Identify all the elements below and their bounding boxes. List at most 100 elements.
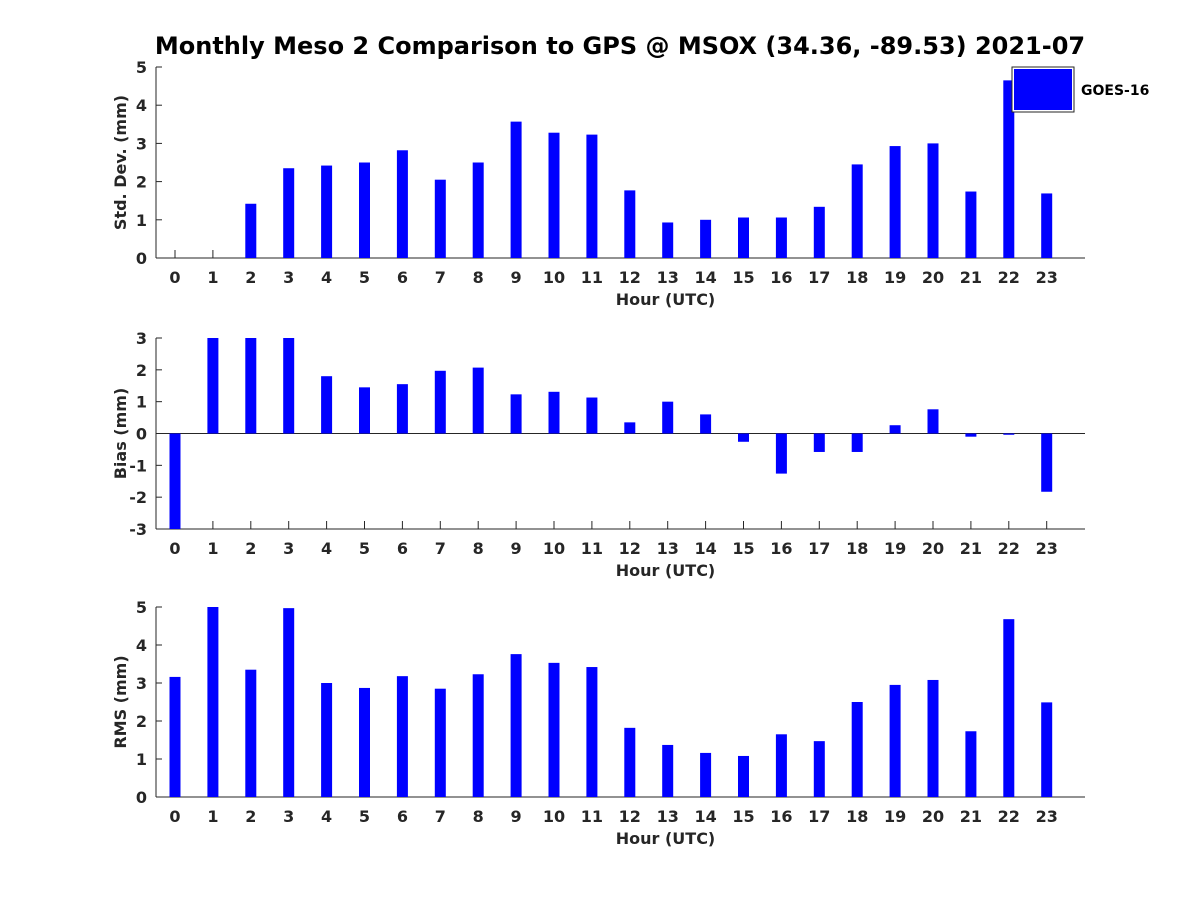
legend-label: GOES-16 [1081,83,1149,99]
bar [889,425,901,434]
y-tick-label: 4 [136,96,147,115]
bar [1041,702,1053,797]
bar [775,433,787,474]
bar [662,401,674,434]
x-tick-label: 8 [473,539,484,558]
bar [283,168,295,258]
bar [472,367,484,434]
x-tick-label: 0 [169,268,180,287]
y-tick-label: 1 [136,393,147,412]
x-tick-label: 17 [808,268,830,287]
bar [965,433,977,437]
bar [851,164,863,258]
legend: GOES-16 [1011,66,1149,113]
legend-swatch [1014,69,1072,110]
bar [851,702,863,797]
x-tick-label: 7 [435,539,446,558]
bar [624,727,636,797]
bar [510,121,522,258]
bar [700,219,712,258]
bar [889,684,901,797]
bar [245,203,257,258]
bar [359,162,370,258]
x-tick-label: 22 [998,807,1020,826]
y-tick-label: 3 [136,674,147,693]
x-tick-label: 6 [397,807,408,826]
x-tick-label: 4 [321,268,332,287]
y-axis-label: Std. Dev. (mm) [111,95,130,230]
bar [548,132,560,258]
x-tick-label: 1 [207,539,218,558]
x-tick-label: 12 [619,807,641,826]
x-tick-label: 17 [808,539,830,558]
bar [283,608,295,797]
y-tick-label: 4 [136,636,147,655]
x-tick-label: 19 [884,268,906,287]
bar [207,338,219,434]
y-axis-label: Bias (mm) [111,388,130,480]
x-tick-label: 11 [581,807,603,826]
x-tick-label: 15 [732,539,754,558]
x-tick-label: 16 [770,268,792,287]
bar [434,370,446,434]
bar [738,755,749,797]
bar [245,338,257,434]
x-tick-label: 0 [169,807,180,826]
y-tick-label: 5 [136,58,147,77]
bar [965,191,977,258]
y-tick-label: 3 [136,134,147,153]
y-tick-label: -2 [129,488,147,507]
x-axis-label: Hour (UTC) [616,290,716,309]
bar [245,669,257,797]
x-tick-label: 18 [846,807,868,826]
bar [1003,80,1015,259]
bar [472,162,484,258]
x-tick-label: 9 [511,268,522,287]
bar [662,744,674,797]
chart-title: Monthly Meso 2 Comparison to GPS @ MSOX … [155,32,1085,60]
x-tick-label: 14 [694,268,716,287]
x-tick-label: 20 [922,268,944,287]
bar [396,676,408,797]
x-tick-label: 20 [922,807,944,826]
bar [434,688,446,797]
bar [283,338,295,434]
bar [927,409,939,434]
x-tick-label: 21 [960,539,982,558]
x-tick-label: 5 [359,539,370,558]
x-tick-label: 23 [1036,268,1058,287]
x-tick-label: 22 [998,539,1020,558]
x-axis-label: Hour (UTC) [616,561,716,580]
x-axis-label: Hour (UTC) [616,829,716,848]
bar [434,179,446,258]
x-tick-label: 6 [397,539,408,558]
x-tick-label: 13 [657,268,679,287]
y-tick-label: 1 [136,211,147,230]
x-tick-label: 12 [619,539,641,558]
bar [1041,433,1053,492]
x-tick-label: 21 [960,268,982,287]
bar [396,384,408,434]
bar [813,433,825,452]
bar [1041,193,1053,258]
x-tick-label: 19 [884,539,906,558]
x-tick-label: 17 [808,807,830,826]
x-tick-label: 4 [321,539,332,558]
x-tick-label: 3 [283,268,294,287]
x-tick-label: 18 [846,268,868,287]
y-tick-label: 0 [136,249,147,268]
x-tick-label: 0 [169,539,180,558]
x-tick-label: 3 [283,539,294,558]
x-tick-label: 16 [770,539,792,558]
bar [775,734,787,797]
x-tick-label: 2 [245,807,256,826]
x-tick-label: 19 [884,807,906,826]
x-tick-label: 12 [619,268,641,287]
x-tick-label: 10 [543,268,565,287]
bar [586,667,598,797]
x-tick-label: 2 [245,539,256,558]
x-tick-label: 23 [1036,539,1058,558]
x-tick-label: 10 [543,807,565,826]
